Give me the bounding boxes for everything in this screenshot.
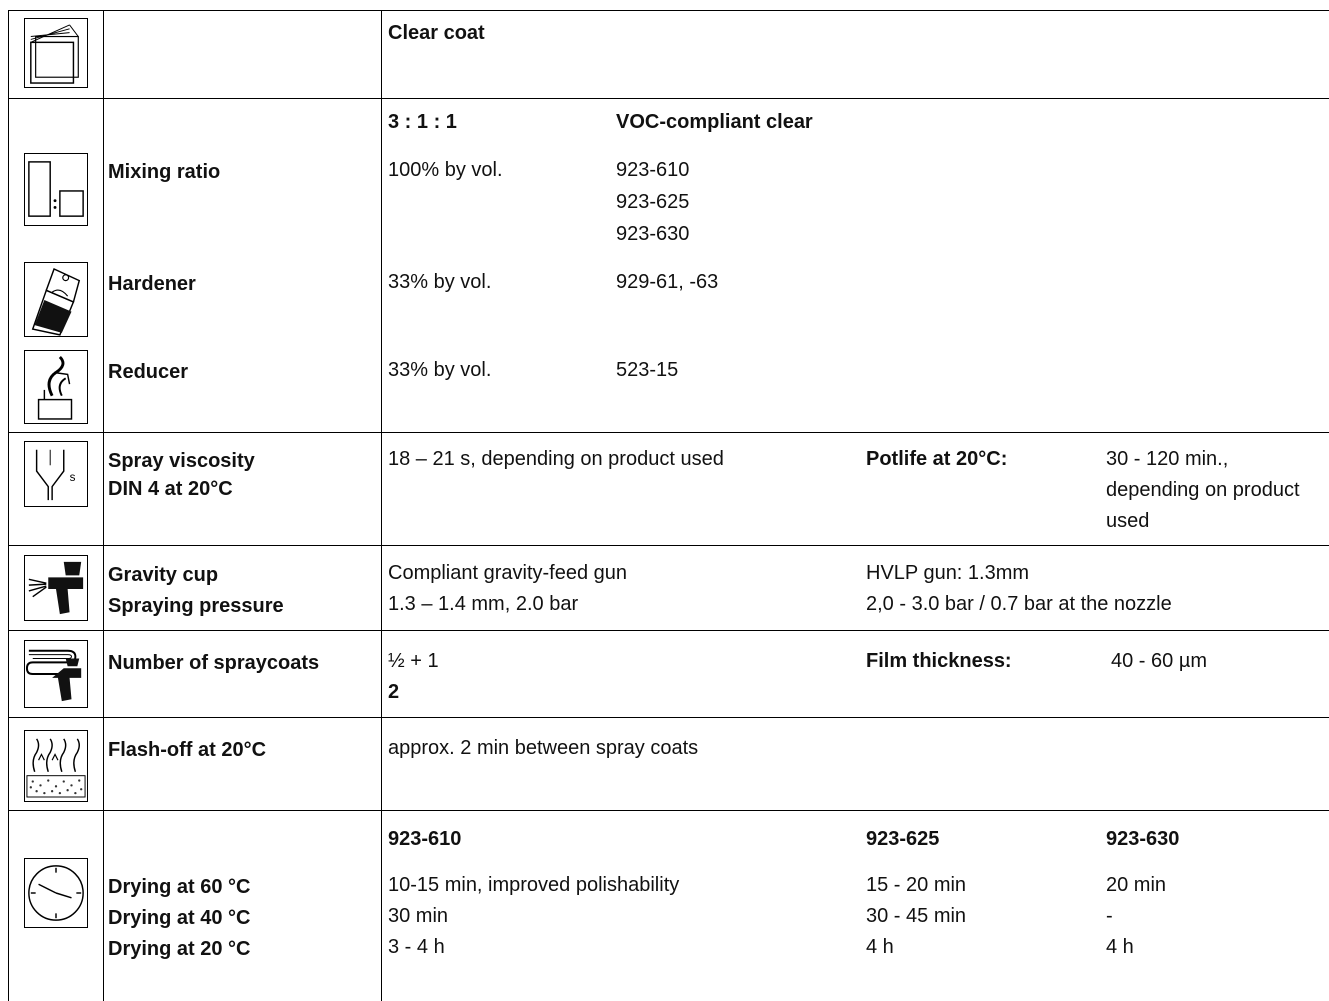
- flash-off-icon: [24, 730, 88, 802]
- viscosity-label: Spray viscosity: [108, 450, 255, 472]
- row-divider: [8, 545, 1329, 546]
- drying-value: 4 h: [1106, 936, 1134, 958]
- film-thickness-value: 40 - 60 µm: [1111, 650, 1208, 672]
- clear-coat-layers-icon: [24, 18, 88, 88]
- drying-value: 20 min: [1106, 874, 1167, 896]
- potlife-value: depending on product: [1106, 479, 1300, 501]
- potlife-label: Potlife at 20°C:: [866, 448, 1008, 470]
- spray-gun-icon: [24, 555, 88, 621]
- drying-value: 15 - 20 min: [866, 874, 967, 896]
- compliant-gun-value: Compliant gravity-feed gun: [388, 562, 628, 584]
- viscosity-value: 18 – 21 s, depending on product used: [388, 448, 724, 470]
- mixing-product-code: 923-630: [616, 223, 690, 245]
- drying-value: 3 - 4 h: [388, 936, 445, 958]
- hardener-amount: 33% by vol.: [388, 271, 492, 293]
- hardener-label: Hardener: [108, 273, 196, 295]
- row-divider: [8, 630, 1329, 631]
- mixing-ratio-icon: [24, 153, 88, 226]
- row-divider: [8, 10, 1329, 11]
- viscosity-sublabel: DIN 4 at 20°C: [108, 478, 233, 500]
- drying-label: Drying at 60 °C: [108, 876, 251, 898]
- hvlp-gun-value: HVLP gun: 1.3mm: [866, 562, 1030, 584]
- reducer-label: Reducer: [108, 361, 189, 383]
- reducer-icon: [24, 350, 88, 424]
- flash-off-label: Flash-off at 20°C: [108, 739, 267, 761]
- drying-column-header: 923-610: [388, 828, 462, 850]
- drying-value: 30 min: [388, 905, 449, 927]
- drying-value: 10-15 min, improved polishability: [388, 874, 680, 896]
- drying-column-header: 923-625: [866, 828, 940, 850]
- drying-label: Drying at 20 °C: [108, 938, 251, 960]
- compliant-gun-pressure: 1.3 – 1.4 mm, 2.0 bar: [388, 593, 579, 615]
- spraycoats-value-bold: 2: [388, 681, 400, 703]
- row-divider: [8, 432, 1329, 433]
- clock-icon: [24, 858, 88, 928]
- left-border: [8, 10, 9, 1001]
- label-column-divider: [381, 10, 382, 1001]
- mixing-product-code: 923-610: [616, 159, 690, 181]
- drying-value: 4 h: [866, 936, 894, 958]
- icon-column-divider: [103, 10, 104, 1001]
- film-thickness-label: Film thickness:: [866, 650, 1012, 672]
- product-title: Clear coat: [388, 22, 485, 44]
- drying-value: -: [1106, 905, 1113, 927]
- drying-column-header: 923-630: [1106, 828, 1180, 850]
- mixing-ratio-amount: 100% by vol.: [388, 159, 503, 181]
- svg-text:s: s: [70, 471, 76, 484]
- potlife-value: 30 - 120 min.,: [1106, 448, 1229, 470]
- drying-label: Drying at 40 °C: [108, 907, 251, 929]
- hardener-product: 929-61, -63: [616, 271, 719, 293]
- drying-value: 30 - 45 min: [866, 905, 967, 927]
- potlife-value: used: [1106, 510, 1150, 532]
- mixing-product-name: VOC-compliant clear: [616, 111, 813, 133]
- spraycoats-value: ½ + 1: [388, 650, 439, 672]
- row-divider: [8, 717, 1329, 718]
- mixing-ratio-value: 3 : 1 : 1: [388, 111, 457, 133]
- spray-coats-icon: [24, 640, 88, 708]
- reducer-amount: 33% by vol.: [388, 359, 492, 381]
- flash-off-value: approx. 2 min between spray coats: [388, 737, 699, 759]
- reducer-product: 523-15: [616, 359, 679, 381]
- spraying-pressure-label: Spraying pressure: [108, 595, 284, 617]
- row-divider: [8, 810, 1329, 811]
- mixing-product-code: 923-625: [616, 191, 690, 213]
- row-divider: [8, 98, 1329, 99]
- mixing-ratio-label: Mixing ratio: [108, 161, 221, 183]
- hardener-can-icon: [24, 262, 88, 337]
- viscosity-cup-icon: s: [24, 441, 88, 507]
- hvlp-gun-pressure: 2,0 - 3.0 bar / 0.7 bar at the nozzle: [866, 593, 1172, 615]
- gravity-cup-label: Gravity cup: [108, 564, 219, 586]
- spraycoats-label: Number of spraycoats: [108, 652, 320, 674]
